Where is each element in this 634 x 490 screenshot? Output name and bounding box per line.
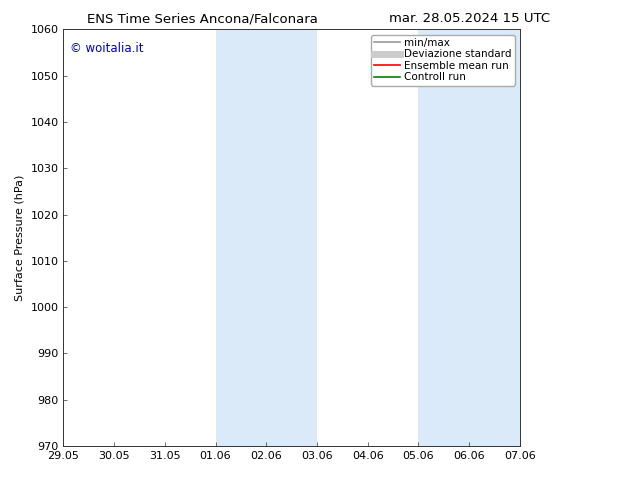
Text: ENS Time Series Ancona/Falconara: ENS Time Series Ancona/Falconara [87,12,318,25]
Y-axis label: Surface Pressure (hPa): Surface Pressure (hPa) [15,174,25,301]
Legend: min/max, Deviazione standard, Ensemble mean run, Controll run: min/max, Deviazione standard, Ensemble m… [371,35,515,86]
Bar [216,29,317,446]
Bar [418,29,520,446]
Text: mar. 28.05.2024 15 UTC: mar. 28.05.2024 15 UTC [389,12,550,25]
Text: © woitalia.it: © woitalia.it [70,42,144,55]
